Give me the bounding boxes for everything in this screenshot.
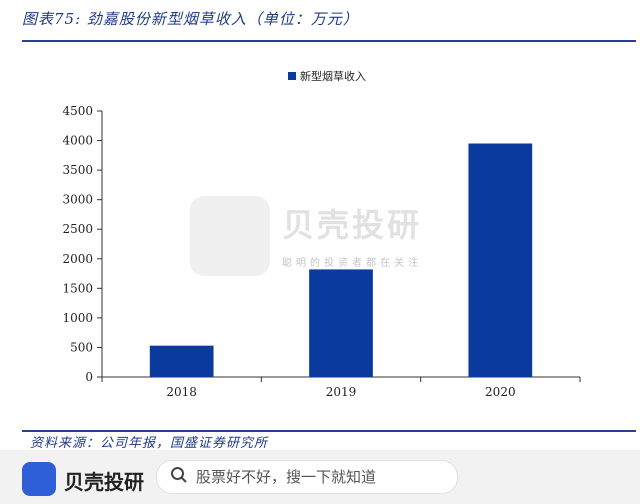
y-tick-label: 2500 <box>62 222 93 236</box>
x-axis: 2018 2019 2020 <box>101 376 581 399</box>
y-tick-label: 1000 <box>62 311 93 325</box>
app-logo-icon[interactable] <box>22 462 56 496</box>
bar-2018 <box>149 345 214 377</box>
search-icon[interactable] <box>170 466 188 484</box>
legend-swatch <box>288 72 296 80</box>
y-axis: 0 500 1000 1500 2000 2500 3000 3500 4000 4500 <box>62 104 103 384</box>
y-tick-label: 4500 <box>62 104 93 118</box>
y-tick-label: 4000 <box>62 134 93 148</box>
bar-chart: 新型烟草收入 0 500 1000 1500 2000 2500 3000 3500 4000 4… <box>62 69 581 399</box>
watermark-logo <box>190 196 270 276</box>
app-name[interactable]: 贝壳投研 <box>64 470 144 494</box>
search-input[interactable] <box>156 460 458 494</box>
chart-legend: 新型烟草收入 <box>288 69 366 83</box>
search-placeholder[interactable]: 股票好不好，搜一下就知道 <box>196 468 377 486</box>
y-tick-label: 3500 <box>62 163 93 177</box>
y-tick-label: 1500 <box>62 281 93 295</box>
watermark-title: 贝壳投研 <box>282 206 423 244</box>
source-divider <box>22 430 636 432</box>
source-note: 资料来源：公司年报，国盛证券研究所 <box>30 436 269 451</box>
x-tick-label: 2020 <box>485 385 516 399</box>
bar-2019 <box>309 269 373 377</box>
watermark-subtitle: 聪明的投资者都在关注 <box>282 258 422 269</box>
bar-2020 <box>468 143 533 377</box>
figure-caption: 图表75: 劲嘉股份新型烟草收入（单位：万元） <box>22 10 359 28</box>
y-tick-label: 500 <box>70 340 93 354</box>
caption-divider <box>22 40 636 42</box>
x-tick-label: 2019 <box>326 385 357 399</box>
y-tick-label: 2000 <box>62 252 93 266</box>
y-tick-label: 0 <box>85 370 93 384</box>
legend-label: 新型烟草收入 <box>300 69 366 83</box>
x-tick-label: 2018 <box>166 385 197 399</box>
bars-group <box>149 143 533 377</box>
y-tick-label: 3000 <box>62 193 93 207</box>
